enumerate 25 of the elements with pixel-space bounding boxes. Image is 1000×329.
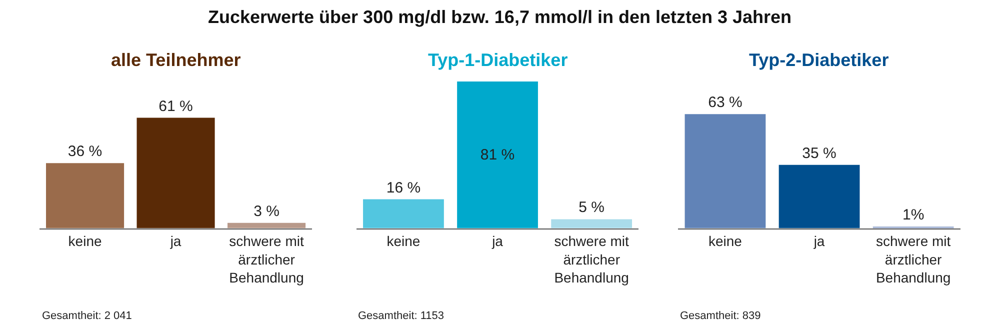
x-tick-label: schwere mit ärztlicher Behandlung — [554, 233, 630, 286]
chart-title: Typ-2-Diabetiker — [749, 50, 889, 70]
data-label: 1% — [902, 206, 924, 224]
x-tick-label: ja — [812, 233, 825, 250]
chart-title: alle Teilnehmer — [111, 50, 241, 70]
x-tick-label: ja — [491, 233, 504, 250]
text: Zuckerwerte über 300 mg/dl bzw. 16,7 mmol/l in den letzten 3 Jahren — [208, 7, 792, 27]
x-tick-label: keine — [68, 233, 102, 250]
x-tick-label: schwere mit ärztlicher Behandlung — [876, 233, 951, 286]
data-label: 36 % — [68, 143, 102, 160]
data-label: 35 % — [802, 144, 836, 162]
chart-title: Typ-1-Diabetiker — [428, 50, 568, 70]
text: Gesamtheit: 2 041 — [42, 310, 132, 322]
data-label: 3 % — [254, 202, 280, 220]
x-tick-label: keine — [708, 233, 742, 250]
text: Gesamtheit: 1153 — [358, 310, 444, 322]
data-label: 5 % — [578, 199, 605, 216]
data-label: 16 % — [386, 179, 421, 196]
x-tick-label: schwere mit ärztlicher Behandlung — [229, 233, 304, 286]
x-tick-label: ja — [169, 233, 182, 250]
data-label: 81 % — [480, 146, 515, 164]
text: Gesamtheit: 839 — [680, 310, 761, 322]
data-label: 61 % — [158, 98, 193, 115]
x-tick-label: keine — [386, 233, 420, 250]
data-label: 63 % — [708, 94, 742, 112]
